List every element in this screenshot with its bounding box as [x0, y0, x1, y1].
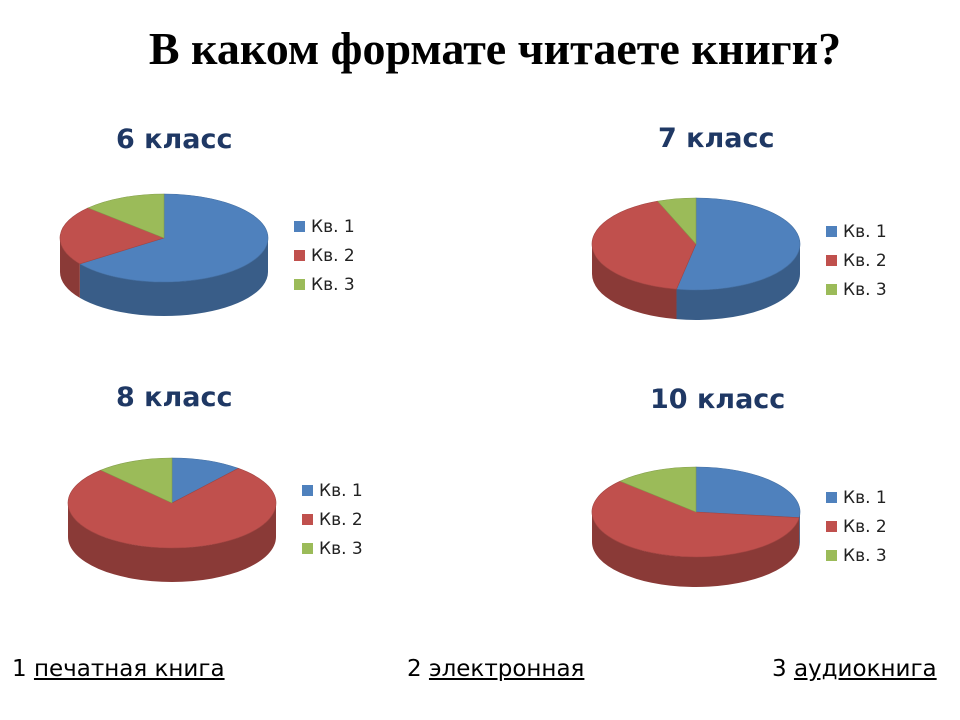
legend-label: Кв. 2: [843, 516, 887, 537]
legend-item: Кв. 1: [826, 483, 887, 512]
footer-link-audio[interactable]: аудиокнига: [793, 656, 937, 682]
legend-label: Кв. 1: [843, 221, 887, 242]
legend-label: Кв. 2: [319, 509, 363, 530]
footer-link-print[interactable]: печатная книга: [33, 656, 225, 682]
legend-swatch-series2: [826, 255, 837, 266]
legend-item: Кв. 3: [294, 270, 355, 299]
chart-title-2: 7 класс: [658, 123, 775, 154]
pie-slice-1: [695, 466, 801, 518]
pie-slice-side: [60, 238, 80, 298]
legend-swatch-series3: [294, 279, 305, 290]
pie-slice-2: [67, 468, 277, 549]
legend-4: Кв. 1 Кв. 2 Кв. 3: [826, 483, 887, 570]
pie-slice-side: [68, 503, 276, 582]
pie-slice-2: [59, 207, 165, 265]
legend-3: Кв. 1 Кв. 2 Кв. 3: [302, 476, 363, 563]
pie-slice-side: [676, 244, 800, 320]
pie-slice-side: [79, 238, 268, 316]
legend-item: Кв. 2: [826, 246, 887, 275]
legend-label: Кв. 3: [319, 538, 363, 559]
pie-slice-side: [592, 244, 677, 320]
legend-item: Кв. 2: [294, 241, 355, 270]
footer-link-electronic[interactable]: электронная: [428, 656, 585, 682]
legend-item: Кв. 1: [294, 212, 355, 241]
legend-swatch-series1: [294, 221, 305, 232]
legend-item: Кв. 3: [826, 541, 887, 570]
pie-sides: [592, 244, 800, 320]
legend-item: Кв. 3: [826, 275, 887, 304]
pie-slice-3: [100, 457, 173, 504]
pie-slice-1: [676, 197, 801, 291]
legend-swatch-series3: [826, 550, 837, 561]
legend-swatch-series1: [302, 485, 313, 496]
pie-slice-3: [657, 197, 697, 245]
legend-2: Кв. 1 Кв. 2 Кв. 3: [826, 217, 887, 304]
page-title: В каком формате читаете книги?: [148, 23, 842, 74]
legend-label: Кв. 1: [319, 480, 363, 501]
footer-item-3: 3 аудиокнига: [772, 656, 937, 682]
pie-sides: [592, 512, 800, 588]
legend-label: Кв. 2: [311, 245, 355, 266]
pie-slice-side: [799, 512, 800, 548]
footer-number: 1: [12, 656, 27, 682]
legend-swatch-series1: [826, 226, 837, 237]
legend-label: Кв. 3: [311, 274, 355, 295]
legend-swatch-series2: [826, 521, 837, 532]
legend-item: Кв. 1: [302, 476, 363, 505]
pie-slice-2: [591, 480, 800, 558]
legend-swatch-series3: [302, 543, 313, 554]
footer-item-2: 2 электронная: [407, 656, 584, 682]
footer-item-1: 1 печатная книга: [12, 656, 225, 682]
pie-slice-1: [79, 193, 269, 283]
pie-slice-side: [592, 512, 800, 588]
legend-1: Кв. 1 Кв. 2 Кв. 3: [294, 212, 355, 299]
legend-swatch-series3: [826, 284, 837, 295]
pie-slice-1: [171, 457, 240, 504]
chart-title-1: 6 класс: [116, 124, 233, 155]
pie-slice-2: [591, 200, 697, 290]
legend-item: Кв. 3: [302, 534, 363, 563]
legend-label: Кв. 3: [843, 279, 887, 300]
pie-sides: [68, 503, 276, 582]
legend-label: Кв. 1: [311, 216, 355, 237]
legend-swatch-series2: [294, 250, 305, 261]
footer-number: 3: [772, 656, 787, 682]
legend-item: Кв. 2: [826, 512, 887, 541]
legend-item: Кв. 2: [302, 505, 363, 534]
legend-label: Кв. 2: [843, 250, 887, 271]
pie-slice-3: [87, 193, 165, 239]
legend-swatch-series2: [302, 514, 313, 525]
legend-label: Кв. 3: [843, 545, 887, 566]
footer-number: 2: [407, 656, 422, 682]
pie-slice-3: [619, 466, 697, 513]
legend-swatch-series1: [826, 492, 837, 503]
legend-item: Кв. 1: [826, 217, 887, 246]
legend-label: Кв. 1: [843, 487, 887, 508]
chart-title-4: 10 класс: [650, 384, 786, 415]
chart-title-3: 8 класс: [116, 382, 233, 413]
pie-sides: [60, 238, 268, 316]
